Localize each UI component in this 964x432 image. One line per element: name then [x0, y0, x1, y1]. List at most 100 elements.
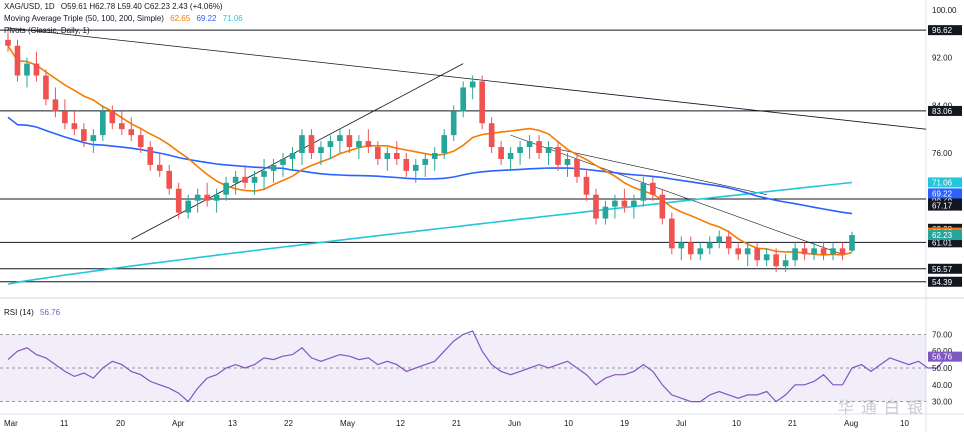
time-tick-label: 10 [900, 419, 909, 428]
rsi-value-box [928, 351, 962, 362]
time-tick-label: Aug [844, 419, 858, 428]
time-tick-label: 20 [116, 419, 125, 428]
candle-body [687, 242, 694, 255]
candle-body [81, 129, 87, 142]
candle-body [100, 111, 106, 136]
candle-body [744, 248, 751, 255]
pivots-legend: Pivots (Classic, Daily, 1) [4, 26, 94, 36]
candle-body [393, 153, 400, 159]
candle-body [574, 158, 580, 177]
candle-body [223, 182, 229, 195]
candle-body [156, 164, 163, 171]
candle-body [706, 242, 713, 249]
level-label: 54.39 [932, 278, 953, 287]
price-tick-label: 84.00 [932, 101, 953, 110]
level-label: 68.28 [932, 195, 953, 204]
price-label-box [928, 230, 962, 241]
time-tick-label: Apr [172, 419, 185, 428]
time-tick-label: Jun [508, 419, 521, 428]
level-label: 83.06 [932, 107, 953, 116]
time-tick-label: 19 [620, 419, 629, 428]
candle-body [792, 248, 798, 261]
candle-body [441, 135, 448, 153]
candle-body [280, 158, 286, 165]
price-label: 62.23 [932, 231, 953, 240]
candle-body [640, 182, 647, 201]
rsi-legend-title[interactable]: RSI (14) [4, 308, 34, 317]
candle-body [678, 242, 685, 249]
candle-body [669, 218, 675, 249]
ma-legend-title[interactable]: Moving Average Triple (50, 100, 200, Sim… [4, 14, 164, 23]
ma-legend: Moving Average Triple (50, 100, 200, Sim… [4, 14, 247, 24]
rsi-legend-value: 56.76 [40, 308, 61, 317]
rsi-tick-label: 70.00 [932, 330, 953, 339]
candle-body [166, 170, 173, 189]
time-tick-label: Mar [4, 419, 18, 428]
candle-body [5, 39, 11, 46]
time-tick-label: 13 [228, 419, 237, 428]
level-label-box [928, 263, 962, 274]
level-label-box [928, 237, 962, 248]
rsi-tick-label: 40.00 [932, 381, 953, 390]
level-label: 96.62 [932, 26, 953, 35]
ma50-value: 62.65 [170, 14, 191, 23]
price-label: 67.17 [932, 202, 953, 211]
candle-body [725, 236, 732, 249]
candle-body [109, 111, 116, 124]
candle-body [327, 141, 334, 148]
candle-body [185, 200, 191, 213]
pivots-legend-title[interactable]: Pivots (Classic, Daily, 1) [4, 26, 90, 35]
candle-body [650, 182, 656, 195]
rsi-tick-label: 30.00 [932, 398, 953, 407]
candle-body [251, 176, 258, 183]
candle-body [460, 87, 467, 112]
time-tick-label: 11 [60, 419, 69, 428]
candle-body [621, 200, 628, 207]
candle-body [583, 176, 590, 195]
price-label: 69.22 [932, 189, 953, 198]
time-tick-label: May [340, 419, 355, 428]
price-label-box [928, 188, 962, 199]
rsi-line [7, 330, 948, 403]
candle-body [52, 99, 59, 112]
candle-body [365, 141, 372, 148]
level-label-box [928, 105, 962, 116]
candle-body [213, 194, 220, 201]
time-tick-label: 21 [788, 419, 797, 428]
level-label-box [928, 193, 962, 204]
candle-body [498, 147, 504, 159]
price-tick-label: 100.00 [932, 6, 957, 15]
candle-body [849, 235, 855, 251]
candle-body [735, 248, 742, 255]
level-label: 61.01 [932, 238, 953, 247]
candle-body [232, 176, 239, 183]
ma200-value: 71.06 [222, 14, 243, 23]
candles [5, 27, 855, 273]
candle-body [403, 158, 410, 171]
symbol-name[interactable]: XAG/USD, 1D [4, 2, 55, 11]
candle-body [545, 147, 552, 153]
candle-body [194, 194, 201, 201]
candle-body [602, 206, 609, 219]
trend-line [510, 134, 843, 255]
level-label-box [928, 25, 962, 36]
candle-body [526, 141, 533, 148]
trend-line [7, 27, 927, 130]
price-label-box [928, 177, 962, 188]
candle-body [517, 147, 523, 153]
candle-body [175, 188, 182, 213]
candle-body [147, 147, 154, 165]
candle-body [242, 176, 248, 183]
candle-body [555, 147, 561, 165]
candle-body [479, 81, 485, 124]
candle-body [375, 147, 381, 159]
candle-body [384, 153, 391, 159]
time-tick-label: 21 [452, 419, 461, 428]
time-tick-label: 10 [732, 419, 741, 428]
candle-body [71, 123, 78, 130]
candle-body [118, 123, 125, 130]
candle-body [773, 254, 779, 267]
watermark-logo: 华 通 白 银 [837, 398, 924, 417]
candle-body [128, 129, 135, 136]
